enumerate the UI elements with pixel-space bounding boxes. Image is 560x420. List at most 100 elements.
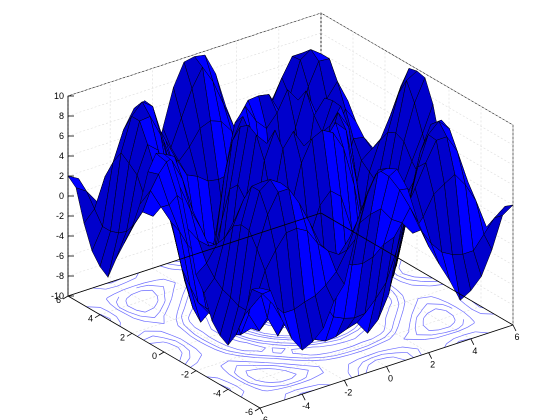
contour-line: [412, 284, 430, 287]
contour-line: [293, 367, 309, 371]
contour-line: [316, 352, 330, 356]
contour-line: [204, 316, 208, 320]
contour-line: [291, 373, 297, 379]
contour-line: [277, 358, 294, 361]
contour-line: [339, 335, 349, 340]
contour-line: [325, 357, 339, 361]
contour-line: [391, 322, 394, 329]
contour-line: [318, 372, 324, 376]
contour-line: [209, 336, 219, 342]
contour-line: [415, 320, 417, 326]
contour-line: [334, 352, 347, 357]
z-tick-label: 0: [59, 191, 64, 201]
contour-line: [254, 387, 264, 391]
contour-line: [149, 341, 164, 344]
x-tick-mark: [386, 366, 390, 373]
contour-line: [206, 376, 219, 379]
x-tick-label: -6: [260, 415, 268, 420]
contour-line: [436, 334, 448, 339]
contour-line: [367, 341, 377, 347]
contour-line: [269, 355, 283, 358]
contour-line: [257, 335, 272, 339]
contour-line: [247, 333, 258, 337]
contour-line: [257, 357, 274, 359]
contour-line: [344, 338, 356, 343]
contour-line: [414, 327, 417, 335]
contour-line: [197, 340, 207, 346]
contour-line: [151, 290, 158, 297]
contour-line: [332, 341, 345, 346]
contour-line: [390, 328, 393, 331]
contour-line: [402, 273, 415, 278]
contour-line: [206, 345, 216, 350]
contour-line: [454, 319, 456, 323]
contour-line: [135, 272, 139, 279]
contour-line: [220, 384, 230, 390]
contour-line: [177, 303, 181, 312]
contour-line: [407, 279, 422, 282]
contour-line: [156, 278, 164, 281]
contour-line: [246, 342, 254, 345]
contour-line: [129, 311, 141, 317]
contour-line: [159, 265, 170, 269]
surface-mesh: [67, 49, 514, 351]
contour-line: [244, 332, 248, 334]
contour-line: [383, 327, 386, 331]
contour-line: [169, 268, 173, 270]
contour-line: [271, 347, 274, 353]
contour-line: [336, 333, 347, 338]
contour-line: [400, 281, 412, 286]
contour-line: [185, 325, 189, 330]
contour-line: [235, 354, 241, 357]
contour-line: [403, 302, 406, 310]
contour-line: [422, 325, 430, 331]
contour-line: [127, 305, 137, 311]
contour-line: [348, 359, 358, 365]
contour-line: [184, 330, 191, 337]
contour-line: [280, 378, 292, 383]
contour-line: [305, 346, 313, 349]
contour-line: [277, 365, 290, 368]
contour-line: [462, 319, 464, 325]
contour-line: [153, 303, 158, 308]
grid-line-z: [67, 12, 322, 97]
y-tick-mark: [190, 370, 197, 375]
contour-line: [219, 347, 228, 351]
y-tick-label: -2: [181, 370, 189, 380]
contour-line: [116, 316, 121, 323]
contour-line: [388, 302, 393, 308]
contour-line: [265, 362, 283, 365]
contour-line: [280, 342, 298, 344]
contour-line: [264, 343, 275, 346]
contour-line: [349, 351, 361, 356]
grid-line-z: [320, 92, 514, 206]
y-tick-mark: [158, 351, 165, 356]
contour-line: [422, 317, 425, 321]
contour-line: [250, 382, 262, 387]
z-tick-label: 6: [59, 131, 64, 141]
contour-line: [223, 368, 230, 375]
contour-line: [106, 298, 111, 305]
contour-line: [235, 335, 247, 341]
contour-line: [110, 303, 118, 310]
contour-line: [437, 298, 448, 303]
contour-line: [136, 309, 146, 313]
surface-cell: [494, 204, 514, 219]
contour-line: [306, 384, 319, 388]
contour-line: [125, 298, 127, 302]
contour-line: [347, 364, 349, 372]
contour-line: [469, 316, 475, 322]
contour-line: [396, 306, 399, 313]
contour-line: [268, 335, 277, 338]
contour-line: [226, 345, 239, 350]
contour-line: [202, 331, 210, 338]
contour-line: [160, 303, 165, 310]
contour-line: [377, 348, 391, 353]
x-tick-mark: [470, 338, 475, 346]
grid-line-z: [320, 52, 514, 166]
contour-line: [411, 306, 416, 315]
y-tick-label: 6: [56, 295, 61, 305]
contour-line: [382, 352, 397, 355]
contour-line: [154, 311, 161, 318]
contour-line: [416, 311, 422, 318]
